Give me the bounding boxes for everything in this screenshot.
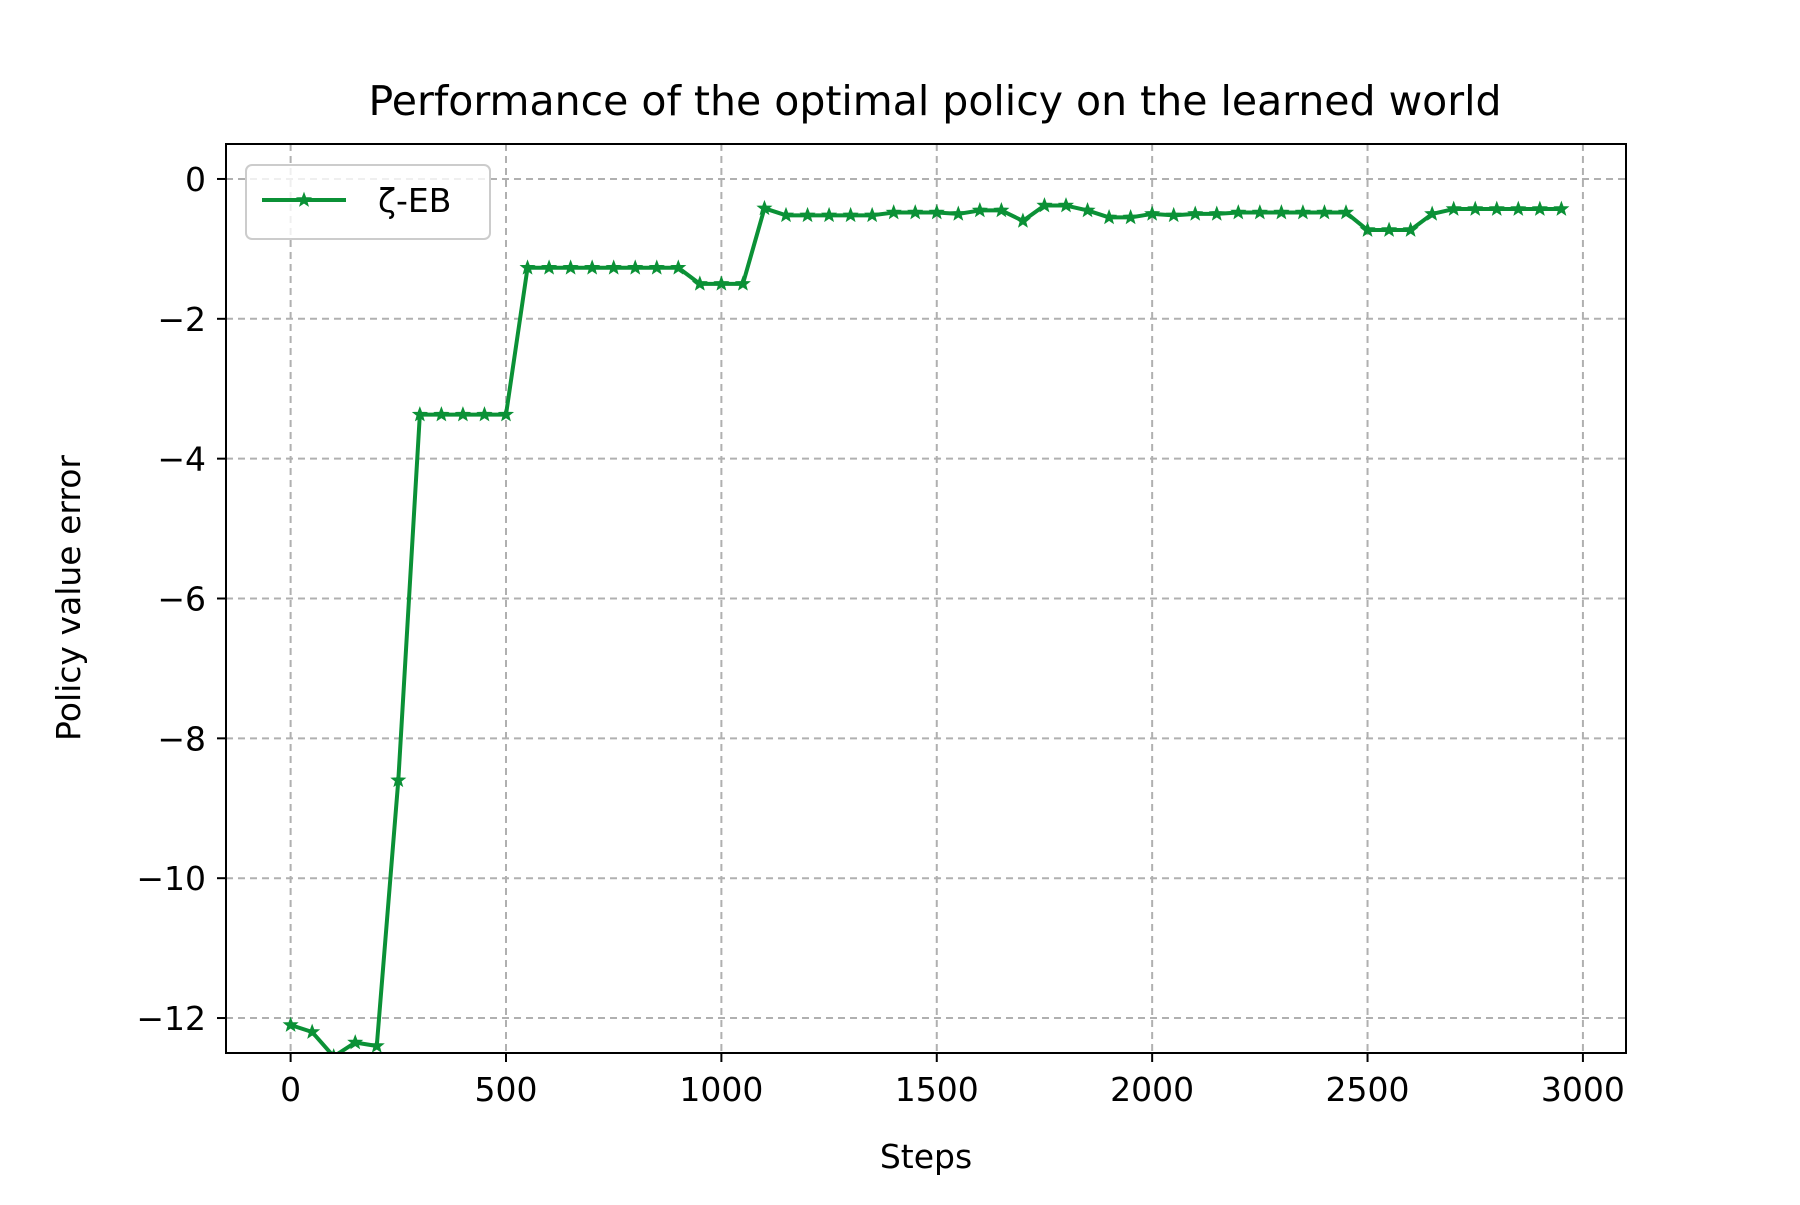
x-tick-label: 1000	[679, 1070, 763, 1109]
data-point	[497, 406, 515, 422]
data-point	[1014, 212, 1031, 228]
data-point	[1402, 221, 1419, 237]
data-point	[1553, 200, 1570, 216]
x-tick-label: 0	[280, 1070, 301, 1109]
data-point	[1294, 204, 1311, 220]
data-point	[670, 259, 687, 275]
tick-layer: 0 500 1000 1500 2000 2500 3000 0 −2 −4 −6 −8 −10 −12	[136, 160, 1625, 1109]
data-point	[799, 206, 816, 223]
data-point	[1445, 200, 1462, 216]
data-point	[993, 202, 1010, 218]
data-point	[756, 199, 773, 216]
data-point	[411, 406, 428, 422]
data-point	[1036, 197, 1053, 213]
legend: ζ-EB	[245, 164, 491, 240]
y-tick-label: 0	[185, 160, 206, 199]
data-point	[713, 275, 730, 291]
data-point	[842, 206, 859, 223]
data-point	[584, 259, 601, 275]
data-point	[1273, 204, 1290, 220]
grid-layer	[226, 144, 1626, 1053]
data-point	[1488, 200, 1505, 216]
data-point	[928, 204, 945, 220]
data-point	[390, 771, 407, 788]
x-tick-label: 3000	[1541, 1070, 1625, 1109]
y-tick-label: −12	[136, 999, 206, 1038]
data-point	[347, 1034, 364, 1050]
data-point	[476, 406, 493, 422]
data-point	[1337, 204, 1355, 220]
data-point	[1101, 208, 1118, 225]
chart-title: Performance of the optimal policy on the…	[369, 77, 1502, 125]
data-point	[691, 275, 708, 291]
x-tick-label: 1500	[895, 1070, 979, 1109]
data-point	[433, 406, 450, 422]
data-point	[304, 1023, 321, 1039]
y-tick-label: −6	[157, 580, 206, 619]
data-point	[519, 259, 536, 275]
data-point	[734, 275, 751, 291]
data-point	[368, 1037, 385, 1053]
x-tick-label: 500	[475, 1070, 538, 1109]
y-tick-label: −10	[136, 859, 206, 898]
data-point	[1531, 200, 1548, 216]
data-point	[1359, 221, 1376, 237]
series-group	[282, 197, 1570, 1053]
data-point	[907, 204, 924, 220]
data-point	[1467, 200, 1484, 216]
data-point	[1510, 200, 1527, 216]
data-point	[1424, 205, 1441, 221]
data-point	[1122, 208, 1139, 225]
legend-star	[295, 191, 313, 207]
data-point	[1251, 204, 1268, 220]
data-point	[1230, 204, 1247, 220]
y-axis-label: Policy value error	[49, 455, 88, 741]
data-point	[821, 206, 838, 223]
x-tick-label: 2000	[1110, 1070, 1194, 1109]
data-point	[562, 259, 579, 275]
data-point	[1208, 205, 1225, 221]
data-point	[1316, 204, 1333, 220]
data-point	[1079, 202, 1096, 218]
data-point	[282, 1016, 299, 1032]
data-point	[950, 205, 967, 221]
data-point	[605, 259, 622, 275]
legend-label: ζ-EB	[378, 181, 451, 220]
y-tick-label: −8	[157, 719, 206, 758]
series-layer	[282, 197, 1570, 1053]
x-axis-label: Steps	[880, 1137, 972, 1176]
legend-box	[245, 164, 491, 240]
data-point	[1381, 221, 1398, 237]
series-line	[290, 203, 1562, 1053]
data-point	[627, 259, 644, 275]
data-point	[777, 206, 795, 223]
data-point	[864, 206, 881, 223]
data-point	[541, 259, 558, 275]
legend-marker	[295, 191, 313, 207]
data-point	[1057, 197, 1075, 213]
data-point	[648, 259, 665, 275]
data-point	[885, 204, 902, 220]
y-tick-label: −2	[157, 300, 206, 339]
data-point	[1165, 206, 1182, 223]
y-tick-label: −4	[157, 440, 206, 479]
data-point	[454, 406, 471, 422]
data-point	[1187, 205, 1204, 221]
data-point	[1144, 205, 1161, 221]
data-point	[971, 202, 988, 218]
x-tick-label: 2500	[1326, 1070, 1410, 1109]
